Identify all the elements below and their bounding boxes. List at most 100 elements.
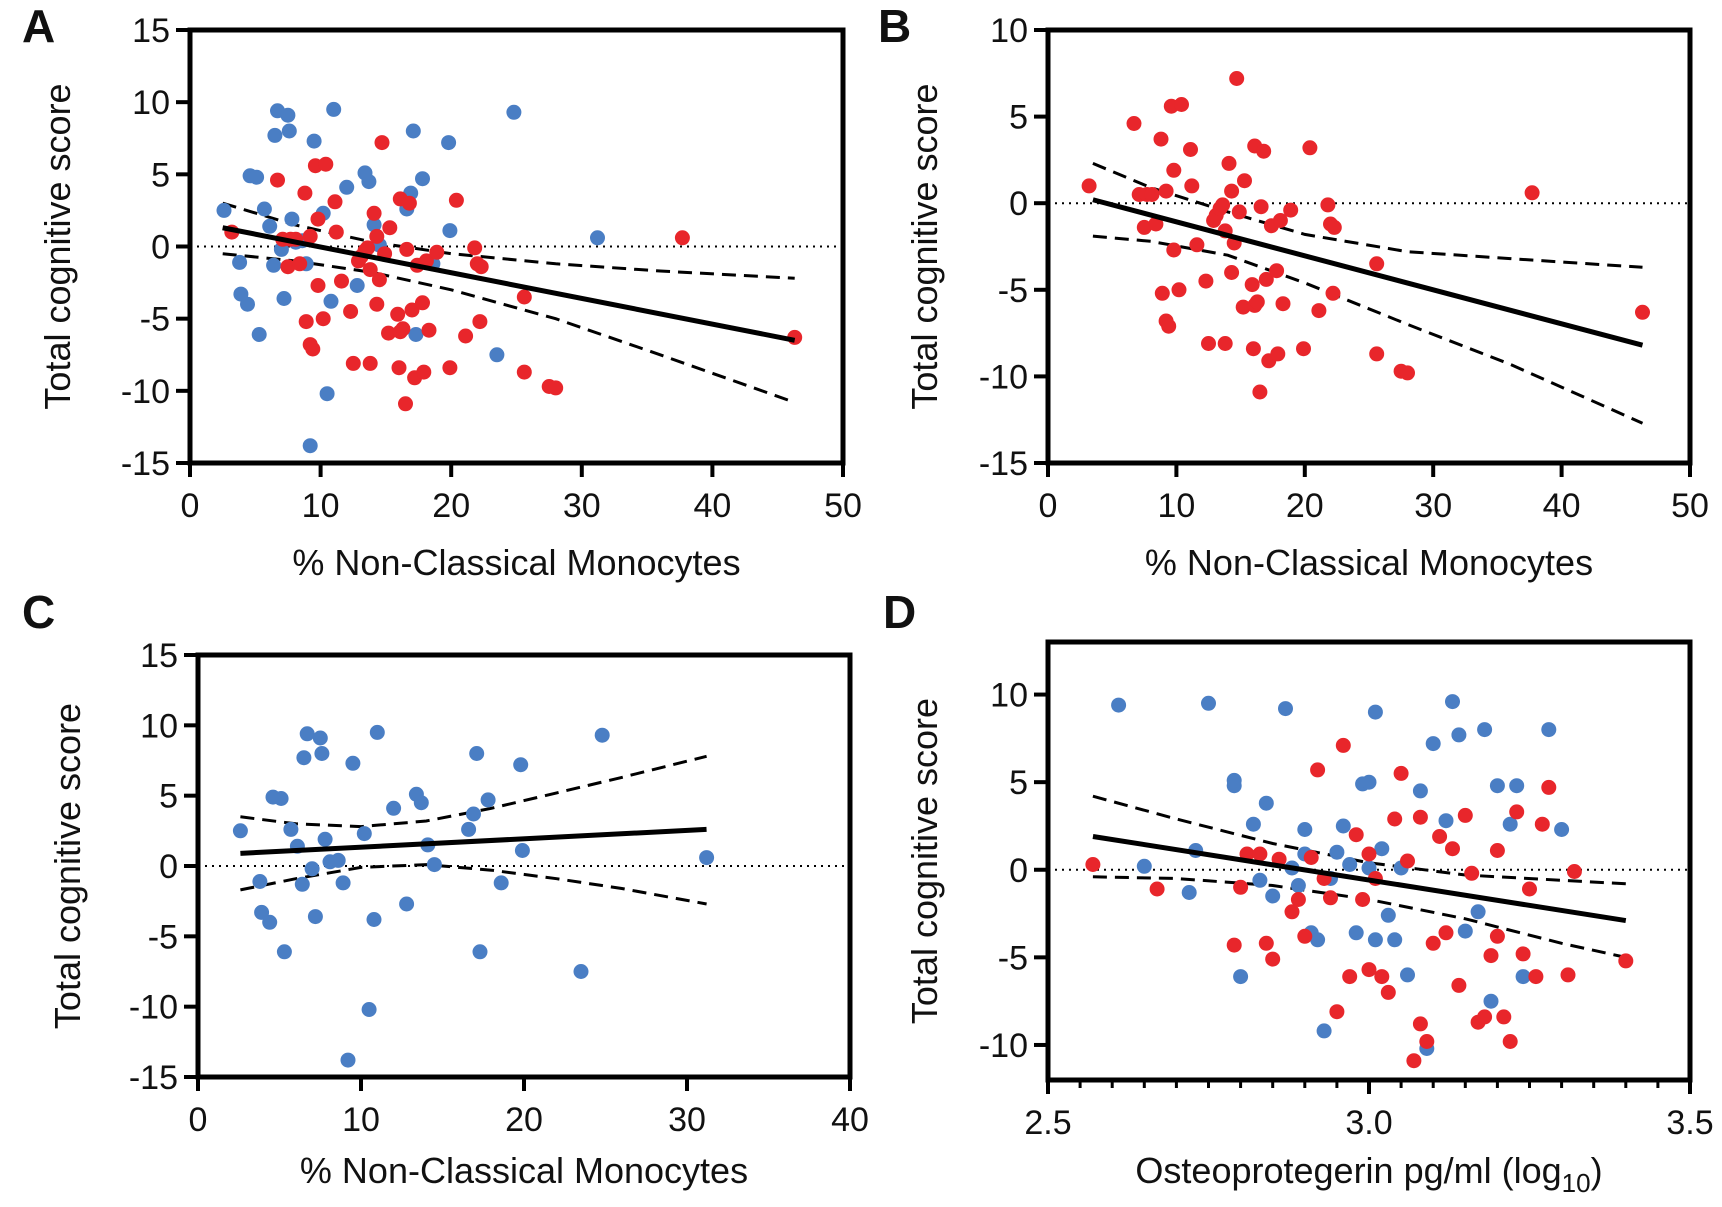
data-point-red xyxy=(1311,303,1327,319)
data-point-red xyxy=(1400,853,1415,869)
panel-d: D -10 -5 0 5 10 2.5 3.0 3.5 Osteoprotegerin pg/ml… xyxy=(883,586,1714,1198)
data-point-red xyxy=(1252,384,1268,400)
y-tick-label: 5 xyxy=(151,156,170,194)
data-point-red xyxy=(1126,116,1142,131)
y-tick-label: -10 xyxy=(121,373,170,411)
data-point-red xyxy=(1451,977,1467,993)
data-point-blue xyxy=(1335,818,1351,834)
data-point-red xyxy=(1154,285,1170,301)
data-point-blue xyxy=(426,857,442,873)
data-point-red xyxy=(1509,804,1525,820)
data-point-red xyxy=(1144,187,1160,202)
x-tick-label: 10 xyxy=(302,487,340,525)
x-tick-label: 20 xyxy=(505,1101,543,1139)
data-point-red xyxy=(381,325,396,341)
data-point-red xyxy=(1085,857,1101,872)
data-point-red xyxy=(399,241,415,257)
data-point-blue xyxy=(296,750,312,766)
y-tick-label: -10 xyxy=(129,989,178,1027)
x-axis-label: Osteoprotegerin pg/ml (log10) xyxy=(1135,1150,1602,1198)
data-point-red xyxy=(297,185,313,201)
data-point-blue xyxy=(1412,783,1428,799)
ci-lower-band xyxy=(240,863,707,906)
y-tick-label: 5 xyxy=(1009,99,1028,137)
data-point-red xyxy=(1326,219,1342,235)
data-point-blue xyxy=(1489,778,1505,794)
data-point-red xyxy=(1335,737,1351,753)
data-point-blue xyxy=(1509,778,1525,794)
data-point-blue xyxy=(461,821,477,837)
data-point-blue xyxy=(323,293,339,309)
data-point-blue xyxy=(361,174,377,190)
data-point-blue xyxy=(356,826,372,842)
data-point-red xyxy=(1489,843,1505,858)
y-axis-label: Total cognitive score xyxy=(904,698,945,1024)
data-point-red xyxy=(472,314,488,330)
data-point-blue xyxy=(1252,872,1268,888)
panel-letter: B xyxy=(878,0,911,52)
data-point-blue xyxy=(1233,969,1249,985)
x-tick-label: 20 xyxy=(432,487,470,525)
data-point-red xyxy=(1432,829,1448,844)
data-point-red xyxy=(1184,178,1200,194)
data-point-red xyxy=(1528,969,1544,985)
y-tick-label: 10 xyxy=(140,707,178,745)
data-point-blue xyxy=(1367,704,1383,720)
y-tick-label: 0 xyxy=(151,229,170,267)
data-point-blue xyxy=(335,875,351,891)
data-point-red xyxy=(448,192,464,208)
data-point-blue xyxy=(1226,772,1242,788)
data-point-red xyxy=(1272,213,1288,228)
ci-upper-band xyxy=(240,754,707,829)
data-point-blue xyxy=(249,169,265,185)
data-point-blue xyxy=(1265,888,1281,904)
data-point-blue xyxy=(513,757,529,773)
data-point-blue xyxy=(283,821,299,837)
data-point-blue xyxy=(466,806,481,822)
x-axis-label-end: ) xyxy=(1591,1150,1603,1191)
data-point-blue xyxy=(280,107,296,123)
data-point-blue xyxy=(590,230,605,246)
data-point-blue xyxy=(366,217,382,233)
data-point-blue xyxy=(408,327,424,342)
data-point-blue xyxy=(1316,1023,1332,1039)
y-axis-label: Total cognitive score xyxy=(47,703,88,1029)
data-point-blue xyxy=(262,218,278,234)
data-point-blue xyxy=(1278,701,1293,717)
data-point-blue xyxy=(232,823,248,839)
data-point-blue xyxy=(1451,727,1467,743)
data-point-red xyxy=(1393,765,1409,781)
data-point-blue xyxy=(1438,813,1454,829)
data-point-red xyxy=(1171,282,1187,298)
data-point-red xyxy=(280,259,296,275)
data-point-red xyxy=(1224,265,1240,280)
y-axis-label: Total cognitive score xyxy=(904,83,945,409)
data-point-red xyxy=(1534,816,1550,832)
x-tick-label: 0 xyxy=(1039,487,1058,525)
data-point-blue xyxy=(1380,907,1396,923)
data-point-red xyxy=(1233,879,1249,895)
data-point-blue xyxy=(251,327,267,342)
data-point-red xyxy=(1355,892,1371,907)
data-point-red xyxy=(1081,178,1097,194)
data-point-red xyxy=(1166,162,1182,178)
data-point-red xyxy=(1258,935,1274,951)
data-point-red xyxy=(1374,969,1390,985)
data-point-red xyxy=(343,304,359,319)
data-point-blue xyxy=(1470,904,1486,920)
data-point-blue xyxy=(1181,885,1197,900)
data-point-blue xyxy=(413,795,429,811)
data-point-red xyxy=(369,228,385,244)
x-tick-label: 3.5 xyxy=(1666,1104,1713,1142)
y-tick-label: -15 xyxy=(129,1059,178,1097)
panel-c: C -15 -10 -5 0 5 10 15 0 10 20 30 40 % Non-Classical … xyxy=(22,586,869,1191)
ci-lower-band xyxy=(1092,875,1627,959)
data-point-red xyxy=(1524,185,1540,201)
data-point-blue xyxy=(1387,932,1403,948)
data-point-red xyxy=(1406,1053,1422,1069)
x-tick-label: 40 xyxy=(1543,487,1581,525)
data-point-red xyxy=(1445,841,1460,857)
data-point-blue xyxy=(232,254,248,270)
regression-line xyxy=(222,225,796,343)
data-point-red xyxy=(1560,967,1576,983)
